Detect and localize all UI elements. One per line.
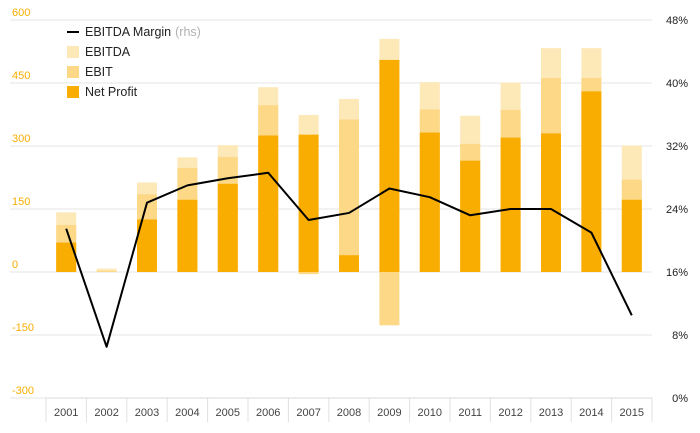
- x-tick-label: 2009: [377, 407, 401, 419]
- y-right-tick-label: 48%: [666, 15, 688, 27]
- x-tick-label: 2005: [216, 407, 240, 419]
- legend-series-name: Net Profit: [85, 85, 138, 99]
- y-right-tick-label: 8%: [672, 330, 688, 342]
- y-left-tick-label: -150: [12, 322, 34, 334]
- bar-net-profit: [379, 59, 400, 273]
- bar-net-profit: [621, 199, 642, 272]
- legend: EBITDA Margin (rhs) EBITDA EBIT Net Profit: [67, 25, 201, 99]
- legend-label: EBITDA: [85, 45, 131, 59]
- bar-ebit: [298, 272, 319, 275]
- x-tick-label: 2014: [579, 407, 603, 419]
- x-tick-label: 2012: [498, 407, 522, 419]
- bar-net-profit: [177, 199, 198, 272]
- bar-ebit: [379, 272, 400, 326]
- x-tick-label: 2015: [620, 407, 644, 419]
- bar-ebitda: [96, 268, 117, 272]
- x-tick-label: 2007: [296, 407, 320, 419]
- bar-net-profit: [339, 255, 359, 272]
- x-tick-label: 2010: [418, 407, 442, 419]
- bar-net-profit: [217, 183, 238, 272]
- bar-net-profit: [460, 160, 481, 272]
- bar-ebit: [96, 270, 117, 272]
- x-tick-label: 2011: [458, 407, 482, 419]
- bars: [56, 38, 642, 326]
- bar-net-profit: [298, 134, 319, 272]
- legend-swatch: [67, 46, 79, 58]
- y-left-tick-label: 0: [12, 259, 18, 271]
- bar-net-profit: [56, 242, 77, 272]
- bar-ebit: [339, 119, 359, 272]
- y-right-tick-label: 32%: [666, 141, 688, 153]
- x-tick-label: 2002: [94, 407, 118, 419]
- legend-series-name: EBITDA Margin: [85, 25, 171, 39]
- legend-swatch: [67, 66, 79, 78]
- legend-series-name: EBITDA: [85, 45, 131, 59]
- y-right-tick-label: 40%: [666, 78, 688, 90]
- bar-net-profit: [500, 137, 521, 272]
- legend-label: Net Profit: [85, 85, 138, 99]
- x-tick-label: 2004: [175, 407, 199, 419]
- x-tick-label: 2013: [539, 407, 563, 419]
- x-tick-label: 2008: [337, 407, 361, 419]
- margin-line-group: [65, 171, 633, 348]
- bar-net-profit: [419, 132, 440, 272]
- x-tick-label: 2003: [135, 407, 159, 419]
- legend-label: EBIT: [85, 65, 113, 79]
- bar-net-profit: [581, 91, 602, 273]
- legend-series-name: EBIT: [85, 65, 113, 79]
- x-tick-label: 2001: [54, 407, 78, 419]
- legend-label: EBITDA Margin (rhs): [85, 25, 201, 39]
- y-right-tick-label: 16%: [666, 267, 688, 279]
- gridlines: [10, 19, 652, 399]
- y-right-tick-label: 24%: [666, 204, 688, 216]
- bar-net-profit: [137, 219, 157, 272]
- bar-net-profit: [258, 135, 279, 272]
- y-left-tick-label: 150: [12, 196, 30, 208]
- y-left-tick-label: -300: [12, 385, 34, 397]
- bar-net-profit: [541, 133, 561, 272]
- x-tick-label: 2006: [256, 407, 280, 419]
- y-left-tick-label: 600: [12, 7, 30, 19]
- y-left-tick-label: 450: [12, 70, 30, 82]
- axes: -300 -150 0 150 300 450 600 0% 8% 16% 24% 32% 40% 48%…: [12, 7, 688, 422]
- legend-series-unit: (rhs): [175, 25, 201, 39]
- y-left-tick-label: 300: [12, 133, 30, 145]
- legend-swatch: [67, 86, 79, 98]
- y-right-tick-label: 0%: [672, 393, 688, 405]
